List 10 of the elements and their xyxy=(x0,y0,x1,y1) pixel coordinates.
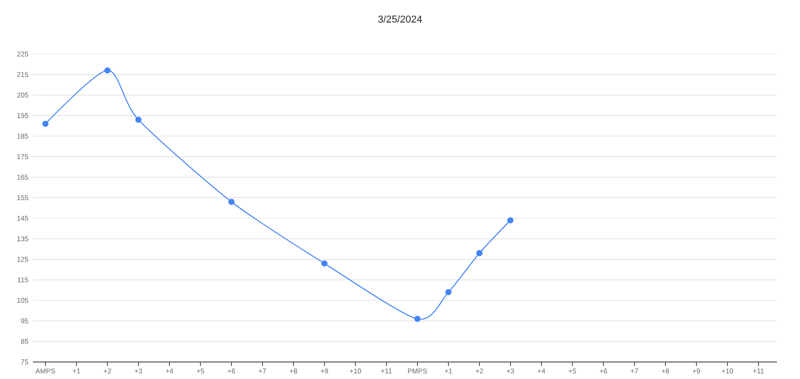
point xyxy=(414,316,421,322)
chart-title: 3/25/2024 xyxy=(378,15,422,23)
point xyxy=(104,67,111,74)
point xyxy=(135,116,142,123)
point xyxy=(42,120,49,127)
point xyxy=(445,289,452,296)
point xyxy=(321,260,328,267)
point xyxy=(476,250,482,256)
point xyxy=(507,217,514,224)
point xyxy=(228,198,235,205)
